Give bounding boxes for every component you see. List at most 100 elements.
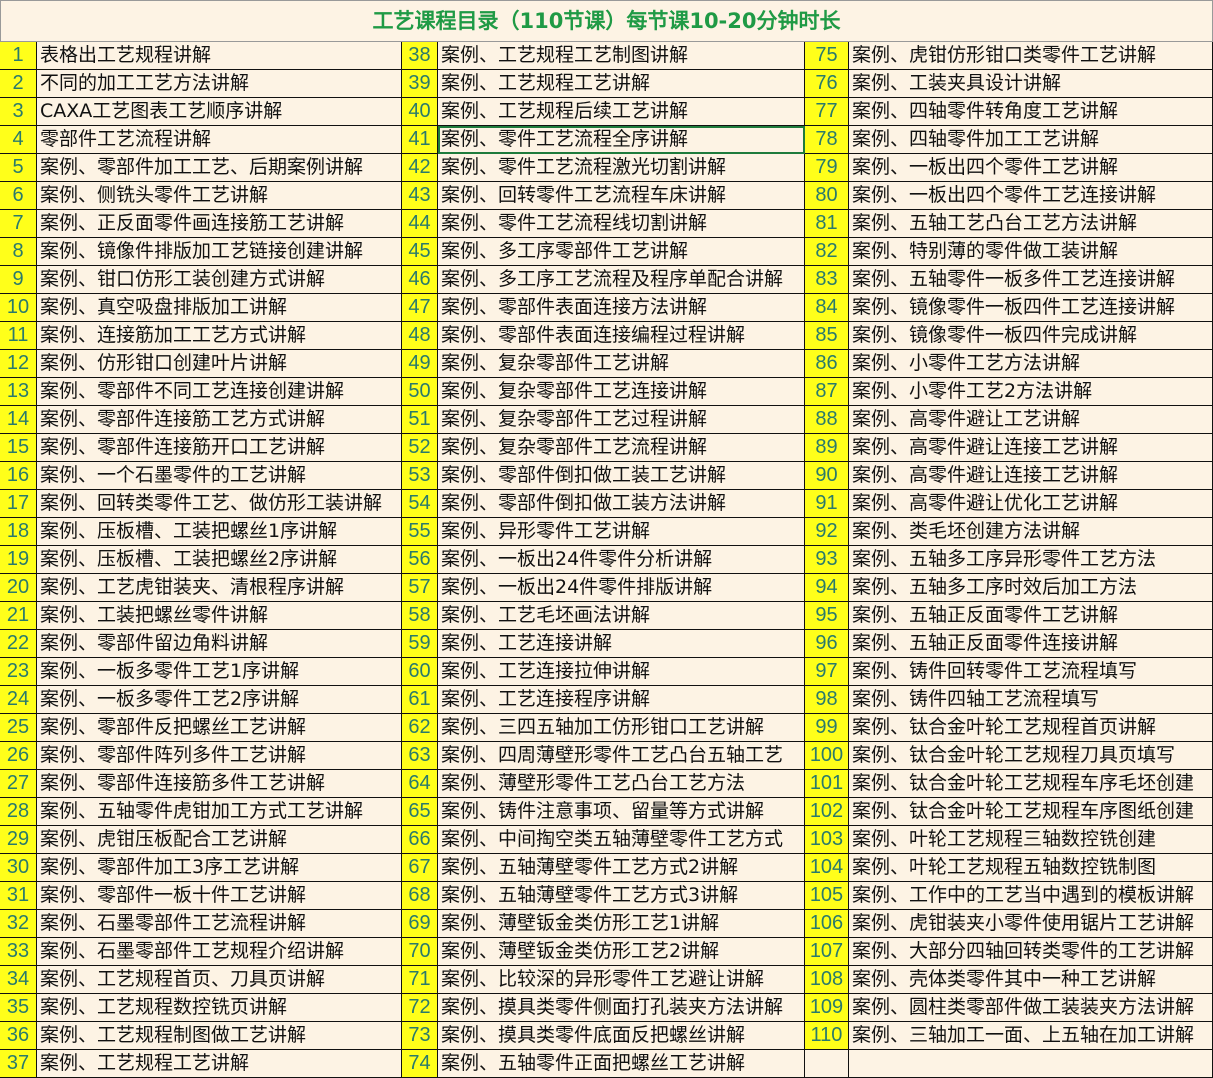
lesson-number-cell[interactable]: 66 <box>402 826 438 854</box>
lesson-title-cell[interactable]: 案例、零部件倒扣做工装工艺讲解 <box>438 462 805 490</box>
lesson-title-cell[interactable]: 案例、多工序工艺流程及程序单配合讲解 <box>438 266 805 294</box>
lesson-number-cell[interactable]: 49 <box>402 350 438 378</box>
lesson-title-cell[interactable]: 案例、镜像零件一板四件工艺连接讲解 <box>849 294 1213 322</box>
lesson-title-cell[interactable]: 案例、零部件连接筋多件工艺讲解 <box>37 770 402 798</box>
lesson-title-cell[interactable]: 案例、复杂零部件工艺连接讲解 <box>438 378 805 406</box>
lesson-number-cell[interactable]: 79 <box>805 154 849 182</box>
lesson-number-cell[interactable]: 35 <box>0 994 37 1022</box>
lesson-title-cell[interactable]: 案例、零件工艺流程线切割讲解 <box>438 210 805 238</box>
lesson-title-cell[interactable]: 案例、零部件表面连接编程过程讲解 <box>438 322 805 350</box>
lesson-number-cell[interactable]: 110 <box>805 1022 849 1050</box>
lesson-number-cell[interactable]: 28 <box>0 798 37 826</box>
lesson-number-cell[interactable]: 23 <box>0 658 37 686</box>
lesson-title-cell[interactable]: 案例、一个石墨零件的工艺讲解 <box>37 462 402 490</box>
lesson-number-cell[interactable]: 88 <box>805 406 849 434</box>
lesson-number-cell[interactable]: 47 <box>402 294 438 322</box>
lesson-number-cell[interactable]: 10 <box>0 294 37 322</box>
lesson-number-cell[interactable]: 24 <box>0 686 37 714</box>
lesson-title-cell[interactable]: 案例、零部件不同工艺连接创建讲解 <box>37 378 402 406</box>
lesson-title-cell[interactable]: 案例、高零件避让连接工艺讲解 <box>849 462 1213 490</box>
lesson-title-cell[interactable]: 案例、一板多零件工艺2序讲解 <box>37 686 402 714</box>
lesson-number-cell[interactable]: 70 <box>402 938 438 966</box>
lesson-number-cell[interactable]: 40 <box>402 98 438 126</box>
lesson-number-cell[interactable]: 38 <box>402 42 438 70</box>
lesson-number-cell[interactable]: 16 <box>0 462 37 490</box>
lesson-title-cell[interactable]: 案例、零部件加工工艺、后期案例讲解 <box>37 154 402 182</box>
lesson-title-cell[interactable]: 不同的加工工艺方法讲解 <box>37 70 402 98</box>
lesson-title-cell[interactable]: 案例、复杂零部件工艺讲解 <box>438 350 805 378</box>
lesson-number-cell[interactable]: 51 <box>402 406 438 434</box>
lesson-number-cell[interactable]: 22 <box>0 630 37 658</box>
lesson-title-cell[interactable]: 案例、复杂零部件工艺流程讲解 <box>438 434 805 462</box>
lesson-number-cell[interactable]: 3 <box>0 98 37 126</box>
lesson-number-cell[interactable]: 93 <box>805 546 849 574</box>
lesson-title-cell[interactable]: 案例、镜像件排版加工艺链接创建讲解 <box>37 238 402 266</box>
lesson-number-cell[interactable]: 44 <box>402 210 438 238</box>
lesson-number-cell[interactable]: 87 <box>805 378 849 406</box>
lesson-title-cell[interactable]: 案例、五轴薄壁零件工艺方式3讲解 <box>438 882 805 910</box>
lesson-title-cell[interactable]: 案例、中间掏空类五轴薄壁零件工艺方式 <box>438 826 805 854</box>
lesson-title-cell[interactable]: 案例、侧铣头零件工艺讲解 <box>37 182 402 210</box>
lesson-title-cell[interactable]: 案例、圆柱类零部件做工装装夹方法讲解 <box>849 994 1213 1022</box>
lesson-number-cell[interactable]: 109 <box>805 994 849 1022</box>
lesson-number-cell[interactable]: 5 <box>0 154 37 182</box>
lesson-title-cell[interactable]: 案例、四周薄壁形零件工艺凸台五轴工艺 <box>438 742 805 770</box>
lesson-title-cell[interactable]: 案例、大部分四轴回转类零件的工艺讲解 <box>849 938 1213 966</box>
lesson-title-cell[interactable]: 案例、零部件表面连接方法讲解 <box>438 294 805 322</box>
lesson-title-cell[interactable]: 案例、薄壁钣金类仿形工艺2讲解 <box>438 938 805 966</box>
lesson-title-cell[interactable]: 案例、工艺毛坯画法讲解 <box>438 602 805 630</box>
lesson-title-cell[interactable]: 案例、零部件留边角料讲解 <box>37 630 402 658</box>
lesson-title-cell[interactable]: 案例、虎钳仿形钳口类零件工艺讲解 <box>849 42 1213 70</box>
lesson-number-cell[interactable]: 72 <box>402 994 438 1022</box>
lesson-title-cell[interactable]: 案例、压板槽、工装把螺丝2序讲解 <box>37 546 402 574</box>
lesson-number-cell[interactable]: 81 <box>805 210 849 238</box>
empty-cell[interactable] <box>805 1050 849 1078</box>
lesson-number-cell[interactable]: 63 <box>402 742 438 770</box>
lesson-number-cell[interactable]: 15 <box>0 434 37 462</box>
lesson-title-cell[interactable]: 案例、一板出四个零件工艺讲解 <box>849 154 1213 182</box>
lesson-title-cell[interactable]: 案例、薄壁形零件工艺凸台工艺方法 <box>438 770 805 798</box>
lesson-number-cell[interactable]: 91 <box>805 490 849 518</box>
lesson-number-cell[interactable]: 106 <box>805 910 849 938</box>
lesson-number-cell[interactable]: 64 <box>402 770 438 798</box>
lesson-number-cell[interactable]: 12 <box>0 350 37 378</box>
lesson-number-cell[interactable]: 56 <box>402 546 438 574</box>
lesson-number-cell[interactable]: 101 <box>805 770 849 798</box>
lesson-title-cell[interactable]: 案例、薄壁钣金类仿形工艺1讲解 <box>438 910 805 938</box>
lesson-number-cell[interactable]: 108 <box>805 966 849 994</box>
lesson-number-cell[interactable]: 77 <box>805 98 849 126</box>
lesson-title-cell[interactable]: 案例、工艺连接讲解 <box>438 630 805 658</box>
lesson-title-cell[interactable]: 案例、钛合金叶轮工艺规程首页讲解 <box>849 714 1213 742</box>
lesson-title-cell[interactable]: 案例、三轴加工一面、上五轴在加工讲解 <box>849 1022 1213 1050</box>
lesson-number-cell[interactable]: 37 <box>0 1050 37 1078</box>
lesson-title-cell[interactable]: 案例、工艺规程工艺制图讲解 <box>438 42 805 70</box>
lesson-number-cell[interactable]: 7 <box>0 210 37 238</box>
lesson-number-cell[interactable]: 54 <box>402 490 438 518</box>
lesson-title-cell[interactable]: 案例、叶轮工艺规程三轴数控铣创建 <box>849 826 1213 854</box>
lesson-number-cell[interactable]: 52 <box>402 434 438 462</box>
lesson-title-cell[interactable]: 案例、钛合金叶轮工艺规程车序图纸创建 <box>849 798 1213 826</box>
lesson-number-cell[interactable]: 43 <box>402 182 438 210</box>
lesson-number-cell[interactable]: 17 <box>0 490 37 518</box>
lesson-number-cell[interactable]: 50 <box>402 378 438 406</box>
lesson-title-cell[interactable]: 案例、复杂零部件工艺过程讲解 <box>438 406 805 434</box>
lesson-number-cell[interactable]: 76 <box>805 70 849 98</box>
lesson-number-cell[interactable]: 26 <box>0 742 37 770</box>
lesson-title-cell[interactable]: 案例、四轴零件加工工艺讲解 <box>849 126 1213 154</box>
lesson-number-cell[interactable]: 30 <box>0 854 37 882</box>
lesson-number-cell[interactable]: 94 <box>805 574 849 602</box>
lesson-title-cell[interactable]: 案例、一板多零件工艺1序讲解 <box>37 658 402 686</box>
lesson-title-cell[interactable]: 案例、仿形钳口创建叶片讲解 <box>37 350 402 378</box>
lesson-title-cell[interactable]: 案例、工艺规程首页、刀具页讲解 <box>37 966 402 994</box>
lesson-title-cell[interactable]: 案例、五轴工艺凸台工艺方法讲解 <box>849 210 1213 238</box>
lesson-number-cell[interactable]: 98 <box>805 686 849 714</box>
lesson-title-cell[interactable]: 案例、工艺连接拉伸讲解 <box>438 658 805 686</box>
lesson-title-cell[interactable]: 案例、叶轮工艺规程五轴数控铣制图 <box>849 854 1213 882</box>
lesson-title-cell[interactable]: 案例、零件工艺流程全序讲解 <box>438 126 805 154</box>
lesson-number-cell[interactable]: 100 <box>805 742 849 770</box>
lesson-title-cell[interactable]: 案例、工艺规程后续工艺讲解 <box>438 98 805 126</box>
lesson-number-cell[interactable]: 61 <box>402 686 438 714</box>
lesson-title-cell[interactable]: 案例、连接筋加工工艺方式讲解 <box>37 322 402 350</box>
lesson-title-cell[interactable]: 案例、五轴正反面零件连接讲解 <box>849 630 1213 658</box>
lesson-title-cell[interactable]: 案例、工作中的工艺当中遇到的模板讲解 <box>849 882 1213 910</box>
